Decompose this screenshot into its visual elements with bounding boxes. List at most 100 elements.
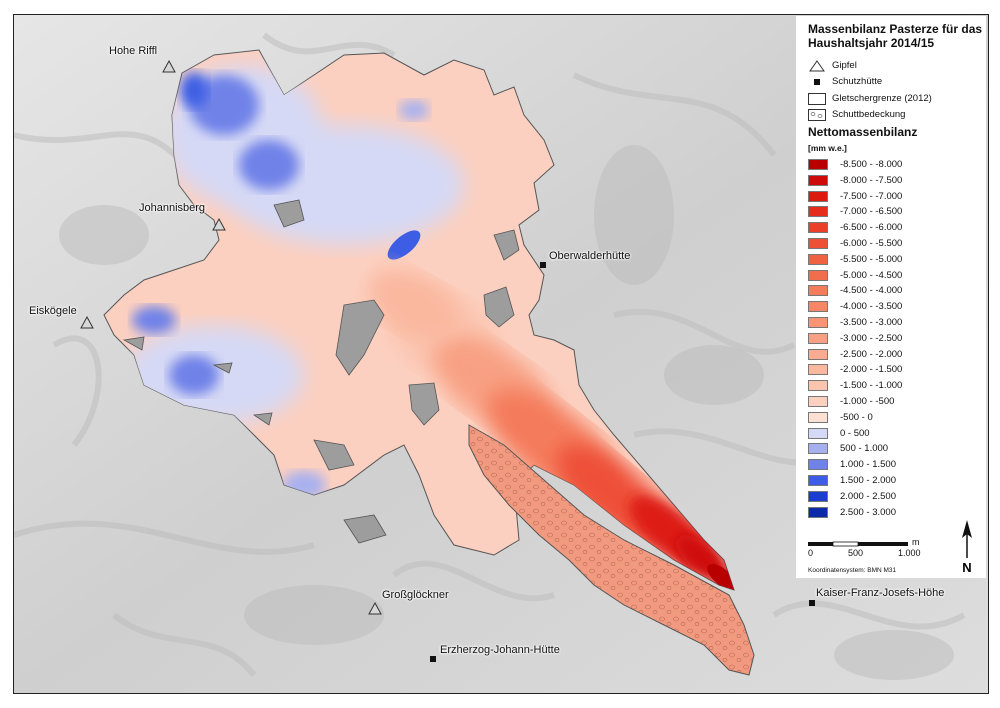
balance-class-label: 1.500 - 2.000 bbox=[840, 475, 896, 486]
balance-class-swatch bbox=[808, 269, 828, 281]
balance-class-label: -1.000 - -500 bbox=[840, 396, 895, 407]
balance-zone bbox=[132, 306, 176, 334]
balance-class-swatch bbox=[808, 506, 828, 518]
balance-class-swatch bbox=[808, 253, 828, 265]
legend-hut-label: Schutzhütte bbox=[832, 76, 883, 87]
terrain-shadows bbox=[59, 145, 954, 680]
balance-class-label: 0 - 500 bbox=[840, 427, 870, 439]
balance-class-label: 2.000 - 2.500 bbox=[840, 490, 896, 502]
balance-zone bbox=[368, 268, 460, 342]
balance-class-label: -2.500 - -2.000 bbox=[840, 348, 903, 360]
label-oberwalderhuette: Oberwalderhütte bbox=[549, 250, 631, 262]
balance-class-swatch bbox=[808, 427, 828, 439]
scale-bar-graphic bbox=[808, 541, 908, 547]
legend-border-label: Gletschergrenze (2012) bbox=[832, 93, 932, 104]
balance-class-label: -5.000 - -4.500 bbox=[840, 269, 903, 281]
balance-class-swatch bbox=[808, 285, 828, 297]
balance-class-label: -8.500 - -8.000 bbox=[840, 159, 903, 170]
rock-outcrop bbox=[273, 199, 305, 228]
legend-panel: Massenbilanz Pasterze für das Haushaltsj… bbox=[796, 16, 986, 578]
rock-outcrop bbox=[122, 336, 145, 351]
balance-zone bbox=[239, 140, 299, 190]
balance-class-swatch bbox=[808, 238, 828, 249]
balance-class-label: -7.000 - -6.500 bbox=[840, 206, 903, 218]
balance-class-swatch bbox=[808, 190, 828, 202]
balance-class-swatch bbox=[808, 490, 828, 502]
balance-class-label: -500 - 0 bbox=[840, 411, 873, 423]
balance-class-label: -3.000 - -2.500 bbox=[840, 332, 903, 344]
legend-peak-label: Gipfel bbox=[832, 60, 857, 71]
balance-class-label: 2.500 - 3.000 bbox=[840, 506, 896, 518]
balance-zone bbox=[169, 355, 219, 395]
balance-class-swatch bbox=[808, 411, 828, 423]
rock-outcrop bbox=[483, 286, 515, 328]
balance-class-swatch bbox=[808, 332, 828, 344]
rock-outcrop bbox=[493, 229, 520, 261]
debris-cover bbox=[468, 424, 755, 676]
peak-triangle-icon bbox=[162, 59, 176, 73]
legend-debris-label: Schuttbedeckung bbox=[832, 109, 906, 120]
label-eiskoegele: Eiskögele bbox=[29, 305, 77, 317]
balance-zone bbox=[387, 230, 421, 260]
north-arrow-icon: N bbox=[962, 520, 972, 574]
peak-triangle-icon bbox=[80, 315, 94, 329]
balance-class-swatch bbox=[808, 443, 828, 455]
balance-class-swatch bbox=[808, 159, 828, 170]
scale-tick-500: 500 bbox=[848, 548, 864, 558]
scale-bar: 0 500 1.000 m bbox=[808, 536, 928, 566]
legend-title: Massenbilanz Pasterze für das Haushaltsj… bbox=[808, 22, 983, 50]
balance-class-label: -8.000 - -7.500 bbox=[840, 174, 903, 186]
balance-class-label: -5.500 - -5.000 bbox=[840, 253, 903, 265]
balance-class-label: -1.500 - -1.000 bbox=[840, 380, 903, 392]
label-kaiser-franz-josefs-hoehe: Kaiser-Franz-Josefs-Höhe bbox=[816, 587, 945, 599]
peak-triangle-icon bbox=[809, 60, 825, 72]
rock-outcrop bbox=[313, 439, 355, 471]
balance-class-swatch bbox=[808, 222, 828, 234]
glacier-border-icon bbox=[808, 93, 826, 105]
coordinate-system: Koordinatensystem: BMN M31 bbox=[808, 567, 897, 574]
balance-class-label: 500 - 1.000 bbox=[840, 443, 889, 455]
balance-class-label: -6.000 - -5.500 bbox=[840, 238, 903, 249]
balance-class-label: -6.500 - -6.000 bbox=[840, 222, 903, 234]
peak-triangle-icon bbox=[212, 217, 226, 231]
balance-class-swatch bbox=[808, 174, 828, 186]
debris-pattern-icon bbox=[808, 109, 826, 121]
balance-title: Nettomassenbilanz bbox=[808, 125, 918, 139]
balance-class-label: -4.500 - -4.000 bbox=[840, 285, 903, 297]
balance-class-swatch bbox=[808, 348, 828, 360]
rock-outcrops bbox=[122, 199, 520, 544]
balance-class-swatch bbox=[808, 301, 828, 313]
balance-class-swatch bbox=[808, 317, 828, 328]
balance-class-swatch bbox=[808, 364, 828, 376]
scale-tick-1000: 1.000 bbox=[898, 548, 921, 558]
rock-outcrop bbox=[335, 299, 385, 376]
balance-class-swatch bbox=[808, 475, 828, 486]
balance-class-label: -7.500 - -7.000 bbox=[840, 190, 903, 202]
rock-outcrop bbox=[343, 514, 387, 544]
balance-zone bbox=[707, 563, 734, 590]
balance-class-swatch bbox=[808, 459, 828, 471]
label-erzherzog-johann-huette: Erzherzog-Johann-Hütte bbox=[440, 644, 560, 656]
rock-outcrop bbox=[252, 412, 273, 426]
balance-class-label: -4.000 - -3.500 bbox=[840, 301, 903, 313]
label-hohe-riffl: Hohe Riffl bbox=[109, 45, 158, 57]
rock-outcrop bbox=[408, 382, 440, 426]
balance-zone bbox=[399, 100, 429, 120]
hut-square-icon bbox=[814, 79, 820, 85]
balance-class-label: 1.000 - 1.500 bbox=[840, 459, 896, 471]
label-grossglockner: Großglöckner bbox=[382, 589, 449, 601]
balance-class-swatch bbox=[808, 396, 828, 407]
rock-outcrop bbox=[212, 362, 233, 374]
label-johannisberg: Johannisberg bbox=[139, 202, 206, 214]
scale-unit: m bbox=[912, 537, 920, 547]
balance-zone bbox=[180, 72, 208, 108]
peak-triangle-icon bbox=[368, 601, 382, 615]
balance-class-swatch bbox=[808, 206, 828, 218]
balance-unit: [mm w.e.] bbox=[808, 143, 847, 153]
balance-class-swatch bbox=[808, 380, 828, 392]
hut-square-icon bbox=[540, 262, 546, 268]
hut-square-icon bbox=[430, 656, 436, 662]
balance-class-label: -3.500 - -3.000 bbox=[840, 317, 903, 328]
north-label: N bbox=[962, 560, 971, 574]
hut-square-icon bbox=[809, 600, 815, 606]
